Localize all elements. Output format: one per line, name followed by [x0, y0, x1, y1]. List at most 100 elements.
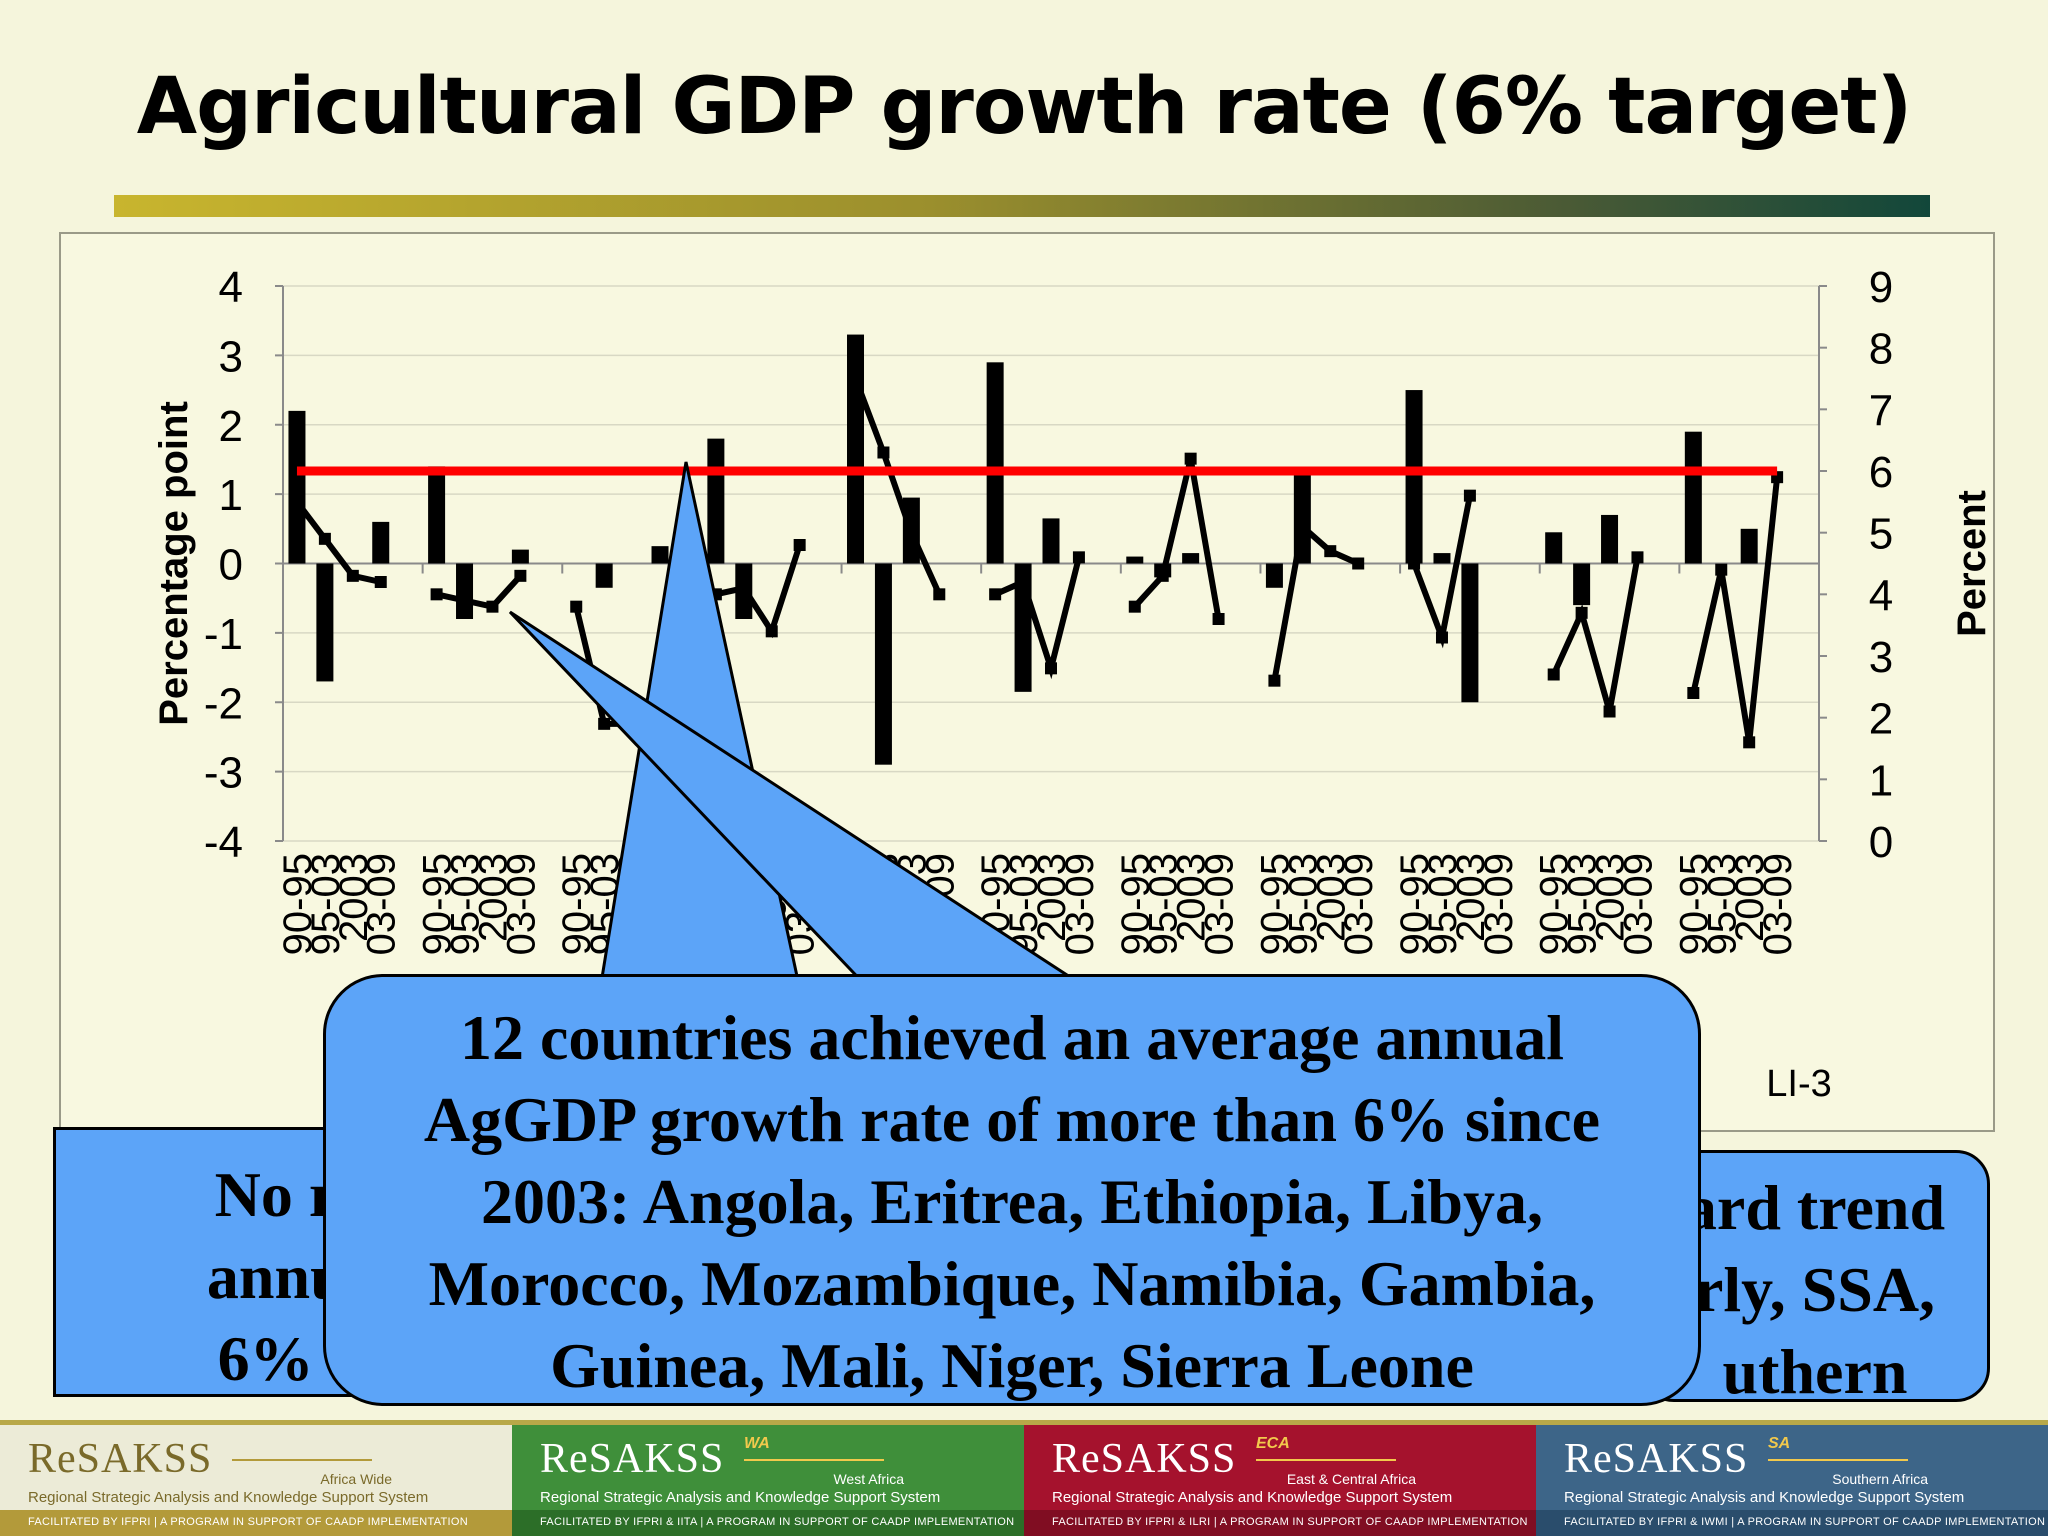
banner-region: Southern Africa [1832, 1471, 1928, 1487]
banner-name: ReSAKSS [540, 1436, 725, 1482]
banner-swoosh [232, 1459, 372, 1461]
bar [707, 438, 725, 564]
x-tick-label: 2003 [332, 853, 376, 942]
x-tick-label: 90-95 [1393, 853, 1437, 955]
y2-axis-title: Percent [1950, 490, 1994, 637]
x-tick-label: 03-09 [1198, 853, 1242, 955]
x-tick-label: 2003 [1170, 853, 1214, 942]
y2-tick-label: 2 [1869, 695, 1893, 744]
line-marker [989, 588, 1002, 601]
line-marker [598, 717, 611, 730]
bar [651, 546, 669, 564]
line-series [1690, 476, 1781, 743]
callout-main-line: Morocco, Mozambique, Namibia, Gambia, [428, 1248, 1596, 1319]
x-tick-label: 90-95 [1253, 853, 1297, 955]
line-marker [570, 600, 583, 613]
line-marker [1212, 613, 1225, 625]
y-tick-label: 1 [219, 471, 243, 520]
banner-region: East & Central Africa [1286, 1471, 1416, 1487]
line-marker [1324, 545, 1337, 558]
callout-right-line: rly, SSA, [1694, 1254, 1936, 1325]
bar [1433, 553, 1451, 564]
x-tick-label: 90-95 [1533, 853, 1577, 955]
callout-right-line: ard trend [1684, 1172, 1946, 1243]
line-marker [1156, 569, 1169, 582]
x-tick-label: 03-09 [360, 853, 404, 955]
bar [1461, 563, 1479, 703]
y2-tick-label: 1 [1869, 756, 1893, 805]
x-tick-label: 95-03 [1561, 853, 1605, 955]
resakss-banner: ReSAKSS SA Southern Africa Regional Strateg… [1536, 1425, 2048, 1536]
y-tick-label: 2 [219, 402, 243, 451]
x-tick-label: 90-95 [416, 853, 460, 955]
y-tick-label: -3 [204, 749, 243, 798]
resakss-banner: ReSAKSS ECA East & Central Africa Regional … [1024, 1425, 1536, 1536]
x-tick-label: 95-03 [1421, 853, 1465, 955]
title-divider [114, 195, 1930, 217]
line-series [294, 500, 382, 585]
line-marker [374, 576, 387, 588]
banner-subtitle: Regional Strategic Analysis and Knowledg… [1052, 1489, 1453, 1506]
line-marker [793, 539, 806, 551]
bar [288, 410, 306, 564]
x-tick-label: 03-09 [499, 853, 543, 955]
banner-subtitle: Regional Strategic Analysis and Knowledg… [28, 1489, 429, 1506]
x-tick-label: 95-03 [1142, 853, 1186, 955]
resakss-banner: ReSAKSS WA West Africa Regional Strategic A… [512, 1425, 1024, 1536]
bar [428, 466, 446, 564]
y2-tick-label: 6 [1869, 448, 1893, 497]
line-marker [905, 526, 918, 539]
bar [511, 549, 529, 564]
banner-region: Africa Wide [320, 1471, 392, 1487]
y-axis-title: Percentage point [152, 401, 196, 726]
bar [1405, 390, 1423, 564]
x-tick-label: 2003 [1728, 853, 1772, 942]
line-marker [1603, 705, 1616, 718]
slide-title: Agricultural GDP growth rate (6% target) [136, 62, 1912, 152]
x-tick-label: 03-09 [918, 853, 962, 955]
banner-footer-text: FACILITATED BY IFPRI | A PROGRAM IN SUPP… [0, 1510, 512, 1536]
callout-main-line: Guinea, Mali, Niger, Sierra Leone [550, 1330, 1474, 1401]
x-tick-label: 2003 [1449, 853, 1493, 942]
callout-main-line: 12 countries achieved an average annual [460, 1002, 1564, 1073]
x-tick-label: 95-03 [1700, 853, 1744, 955]
bar [986, 362, 1004, 564]
line-marker [1435, 631, 1448, 644]
banner-swoosh [1768, 1459, 1908, 1461]
x-tick-label: 03-09 [1616, 853, 1660, 955]
banner-name: ReSAKSS [1564, 1436, 1749, 1482]
banner-footer-text: FACILITATED BY IFPRI & IITA | A PROGRAM … [512, 1510, 1024, 1536]
x-tick-label: 03-09 [1477, 853, 1521, 955]
line-marker [765, 625, 778, 638]
bar [1573, 563, 1591, 606]
callout-main: 12 countries achieved an average annual … [323, 974, 1701, 1406]
line-series [715, 544, 803, 639]
line-marker [318, 532, 331, 545]
line-marker [849, 372, 862, 385]
bar [595, 563, 613, 588]
line-marker [1352, 557, 1365, 570]
line-series [1550, 556, 1641, 713]
x-tick-label: 90-95 [276, 853, 320, 955]
y-tick-label: 4 [219, 263, 243, 312]
bar [372, 521, 390, 564]
callout-right-line: uthern [1722, 1336, 1908, 1402]
line-marker [1743, 736, 1756, 749]
line-marker [1184, 452, 1197, 465]
bar [1545, 532, 1563, 564]
line-marker [933, 588, 946, 601]
line-marker [1072, 551, 1085, 564]
line-marker [737, 582, 750, 595]
bar [1601, 514, 1619, 564]
footer-banners: ReSAKSS Africa Wide Regional Strategic Ana… [0, 1420, 2048, 1536]
banner-swoosh [744, 1459, 884, 1461]
x-tick-label: 03-09 [779, 853, 823, 955]
line-marker [1631, 551, 1644, 564]
banner-subtitle: Regional Strategic Analysis and Knowledg… [540, 1489, 941, 1506]
x-tick-label: 2003 [1309, 853, 1353, 942]
line-series [1271, 520, 1360, 682]
y2-tick-label: 9 [1869, 263, 1893, 312]
y-tick-label: 3 [219, 332, 243, 381]
y2-tick-label: 8 [1869, 325, 1893, 374]
x-tick-label: 2003 [471, 853, 515, 942]
